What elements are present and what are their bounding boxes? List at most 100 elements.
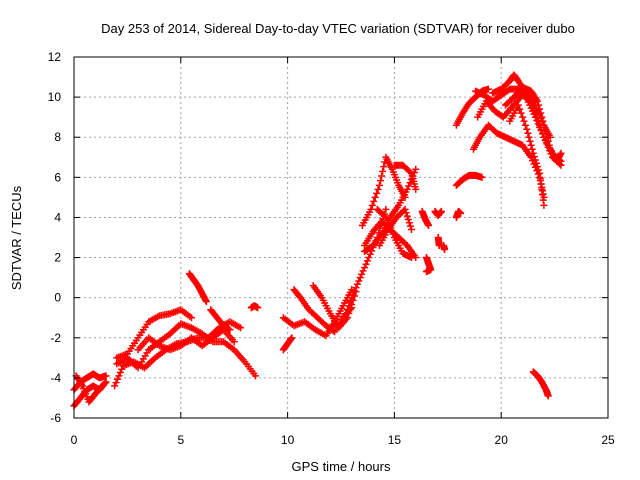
data-point	[514, 101, 522, 109]
data-point	[531, 156, 539, 164]
data-point	[530, 153, 538, 161]
data-point	[353, 280, 361, 288]
x-tick-label: 20	[495, 433, 509, 447]
data-point	[382, 205, 390, 213]
data-point	[356, 274, 364, 282]
data-point	[362, 260, 370, 268]
data-point	[254, 304, 262, 312]
data-point	[365, 254, 373, 262]
data-point	[521, 121, 529, 129]
data-point	[352, 284, 360, 292]
data-point	[557, 149, 565, 157]
x-tick-label: 25	[601, 433, 615, 447]
data-point	[524, 129, 532, 137]
data-point	[187, 314, 195, 322]
data-point	[358, 270, 366, 278]
data-point	[405, 182, 413, 190]
data-point	[529, 102, 537, 110]
data-point	[349, 290, 357, 298]
y-axis-label: SDTVAR / TECUs	[9, 185, 24, 290]
data-point	[115, 372, 123, 380]
data-point	[525, 133, 533, 141]
data-point	[351, 287, 359, 295]
data-point	[363, 257, 371, 265]
data-point	[378, 172, 386, 180]
data-point	[339, 318, 347, 326]
data-point	[370, 197, 378, 205]
data-point	[523, 125, 531, 133]
data-point	[230, 338, 238, 346]
data-point	[457, 209, 465, 217]
data-point	[534, 163, 542, 171]
data-point	[112, 379, 120, 387]
data-point	[102, 378, 110, 386]
data-point	[97, 383, 105, 391]
data-point	[425, 221, 433, 229]
x-tick-label: 10	[281, 433, 295, 447]
data-point	[526, 137, 534, 145]
data-point	[359, 267, 367, 275]
data-point	[529, 149, 537, 157]
data-point	[342, 310, 350, 318]
data-point	[401, 205, 409, 213]
data-point	[383, 217, 391, 225]
y-tick-label: 6	[54, 170, 61, 184]
data-point	[441, 246, 449, 254]
data-point	[422, 268, 430, 276]
y-tick-label: -2	[50, 331, 61, 345]
x-axis-label: GPS time / hours	[292, 459, 391, 474]
data-point	[406, 168, 414, 176]
data-point	[536, 105, 544, 113]
data-point	[540, 201, 548, 209]
data-point	[367, 205, 375, 213]
data-point	[237, 324, 245, 332]
y-tick-label: -4	[50, 371, 61, 385]
data-point	[545, 141, 553, 149]
data-point	[405, 219, 413, 227]
data-point	[382, 213, 390, 221]
data-point	[412, 185, 420, 193]
data-point	[403, 212, 411, 220]
data-point	[360, 264, 368, 272]
data-point	[113, 375, 121, 383]
data-point	[348, 294, 356, 302]
data-point	[102, 372, 110, 380]
tick-labels: 0 5 10 15 20 25 -6 -4 -2 0 2 4 6 8 10 12	[48, 50, 615, 447]
grid	[74, 57, 608, 418]
data-point	[516, 105, 524, 113]
plot-frame	[73, 56, 609, 419]
data-point	[403, 185, 411, 193]
data-point	[355, 277, 363, 285]
data-point	[343, 306, 351, 314]
data-point	[371, 193, 379, 201]
data-point	[288, 334, 296, 342]
x-tick-label: 5	[177, 433, 184, 447]
data-point	[537, 109, 545, 117]
data-point	[539, 117, 547, 125]
data-point	[535, 101, 543, 109]
data-point	[532, 159, 540, 167]
data-point	[534, 97, 542, 105]
data-point	[374, 185, 382, 193]
data-points	[70, 71, 565, 410]
y-tick-label: 12	[48, 50, 62, 64]
data-point	[226, 326, 234, 334]
data-point	[380, 212, 388, 220]
data-point	[407, 225, 415, 233]
data-point	[524, 92, 532, 100]
data-point	[406, 222, 414, 230]
x-tick-label: 15	[388, 433, 402, 447]
data-point	[541, 125, 549, 133]
data-point	[111, 382, 119, 390]
data-point	[380, 163, 388, 171]
data-point	[368, 201, 376, 209]
data-point	[252, 372, 260, 380]
y-tick-label: 8	[54, 130, 61, 144]
data-point	[116, 369, 124, 377]
data-point	[519, 113, 527, 121]
axis-ticks	[73, 56, 609, 419]
y-tick-label: 10	[48, 90, 62, 104]
data-point	[373, 189, 381, 197]
x-tick-label: 0	[71, 433, 78, 447]
data-point	[437, 207, 445, 215]
